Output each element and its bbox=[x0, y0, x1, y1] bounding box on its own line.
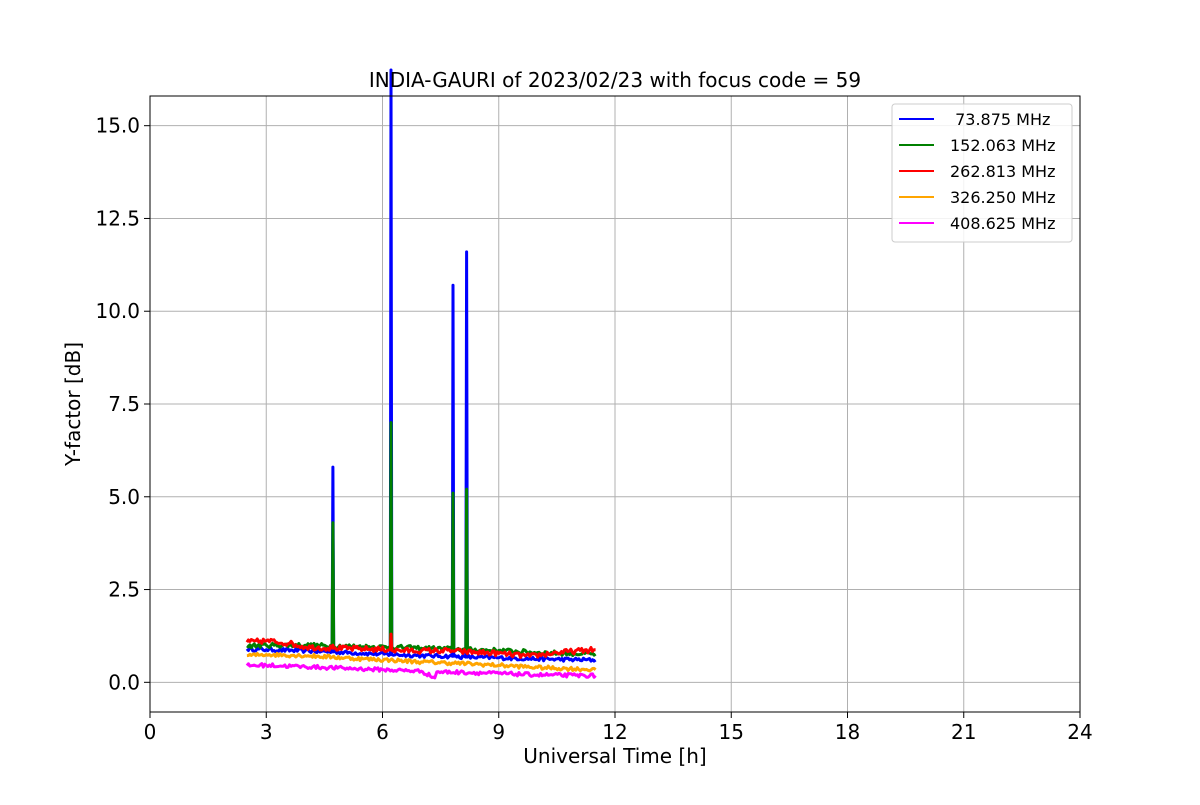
plot-area bbox=[245, 68, 597, 680]
x-tick-label: 0 bbox=[144, 720, 157, 744]
y-tick-label: 12.5 bbox=[95, 206, 140, 230]
axes-ticks: 0 3 6 9 12 15 18 21 24 0.0 2.5 5.0 7.5 10.0 12.5 15.0 bbox=[95, 114, 1092, 744]
legend-box bbox=[891, 103, 1073, 243]
x-tick-label: 6 bbox=[376, 720, 389, 744]
x-tick-label: 3 bbox=[260, 720, 273, 744]
x-axis-label: Universal Time [h] bbox=[523, 744, 706, 768]
y-tick-label: 15.0 bbox=[95, 114, 140, 138]
x-tick-label: 21 bbox=[951, 720, 976, 744]
y-axis-label: Y-factor [dB] bbox=[61, 342, 85, 467]
series-line bbox=[245, 632, 596, 660]
y-tick-label: 5.0 bbox=[108, 485, 140, 509]
series-line bbox=[246, 651, 597, 673]
chart-title: INDIA-GAURI of 2023/02/23 with focus cod… bbox=[369, 68, 861, 92]
y-tick-label: 7.5 bbox=[108, 392, 140, 416]
y-tick-label: 10.0 bbox=[95, 299, 140, 323]
legend-label: 326.250 MHz bbox=[950, 188, 1055, 207]
legend-label: 262.813 MHz bbox=[950, 162, 1055, 181]
x-tick-label: 9 bbox=[492, 720, 505, 744]
x-tick-label: 18 bbox=[835, 720, 860, 744]
x-tick-label: 12 bbox=[602, 720, 627, 744]
legend-label: 73.875 MHz bbox=[950, 110, 1050, 129]
series-line bbox=[245, 662, 597, 680]
series-line bbox=[245, 68, 597, 663]
legend-label: 408.625 MHz bbox=[950, 214, 1055, 233]
x-tick-label: 15 bbox=[719, 720, 744, 744]
legend-label: 152.063 MHz bbox=[950, 136, 1055, 155]
y-tick-label: 0.0 bbox=[108, 670, 140, 694]
legend: 73.875 MHz 152.063 MHz 262.813 MHz 326.250 … bbox=[891, 103, 1073, 243]
x-tick-label: 24 bbox=[1067, 720, 1092, 744]
y-tick-label: 2.5 bbox=[108, 578, 140, 602]
